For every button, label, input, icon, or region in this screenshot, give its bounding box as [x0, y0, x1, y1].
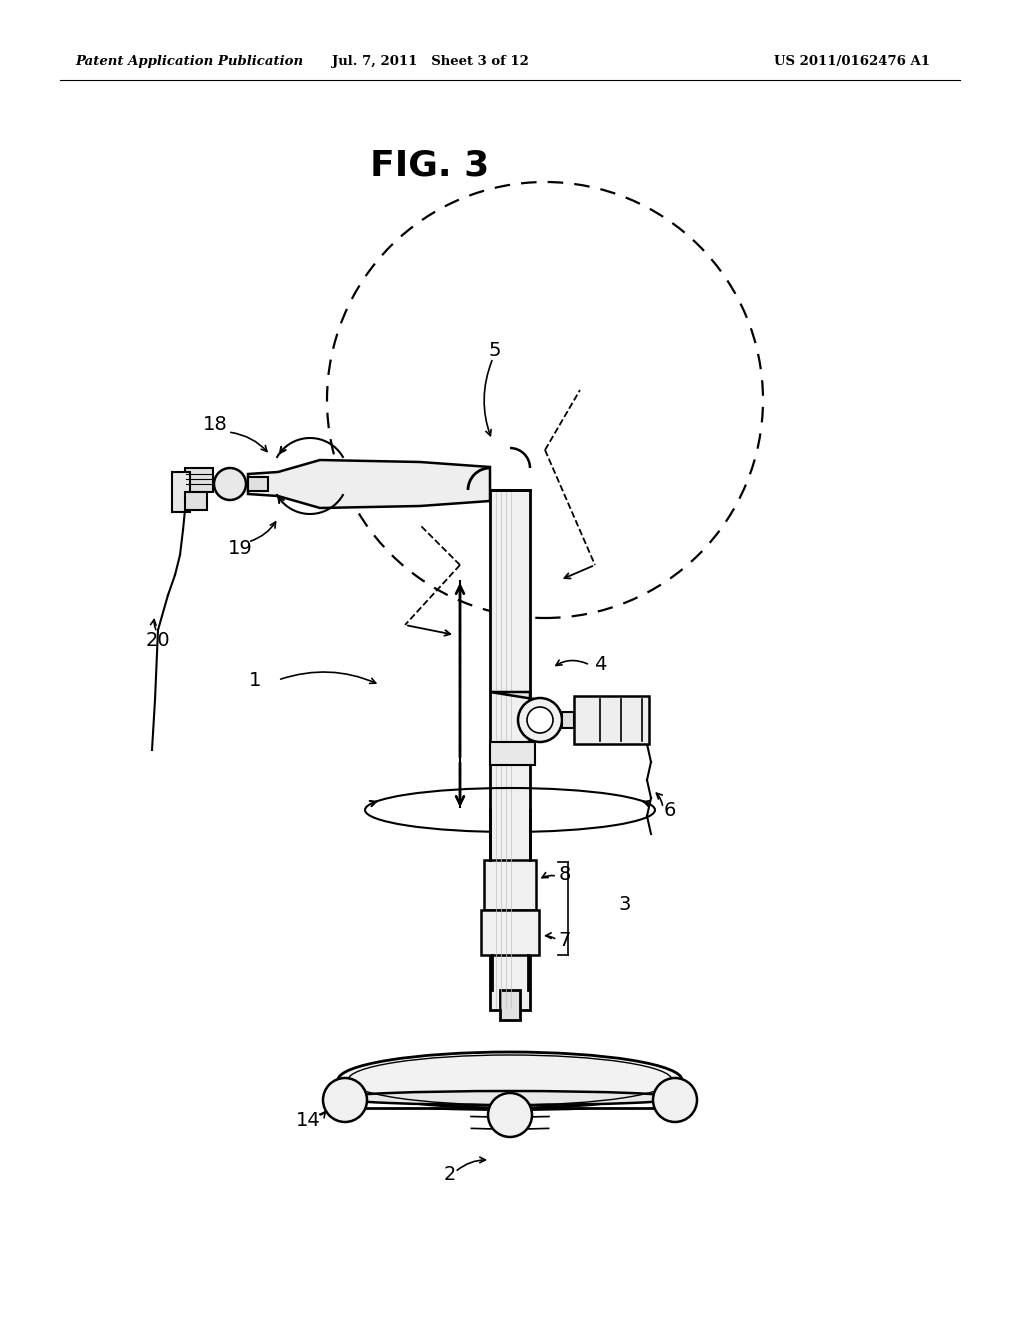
Circle shape	[527, 708, 553, 733]
Text: 20: 20	[145, 631, 170, 649]
Ellipse shape	[338, 1092, 682, 1105]
Text: US 2011/0162476 A1: US 2011/0162476 A1	[774, 55, 930, 69]
Text: 1: 1	[249, 671, 261, 689]
Polygon shape	[490, 742, 535, 766]
Polygon shape	[481, 909, 539, 954]
Text: 8: 8	[559, 866, 571, 884]
Bar	[185, 492, 207, 510]
Text: 5: 5	[488, 341, 502, 359]
Text: Jul. 7, 2011   Sheet 3 of 12: Jul. 7, 2011 Sheet 3 of 12	[332, 55, 528, 69]
Circle shape	[214, 469, 246, 500]
Text: 19: 19	[227, 539, 252, 557]
Bar	[500, 990, 520, 1020]
Polygon shape	[248, 459, 490, 508]
Polygon shape	[490, 490, 530, 1010]
Text: 2: 2	[443, 1166, 456, 1184]
Text: 7: 7	[559, 931, 571, 949]
Bar	[562, 711, 574, 729]
Text: 4: 4	[594, 656, 606, 675]
Text: FIG. 3: FIG. 3	[371, 148, 489, 182]
Text: Patent Application Publication: Patent Application Publication	[75, 55, 303, 69]
Text: 14: 14	[296, 1110, 321, 1130]
Circle shape	[323, 1078, 367, 1122]
Text: 6: 6	[664, 800, 676, 820]
Text: 18: 18	[203, 416, 227, 434]
Bar	[172, 473, 190, 512]
Ellipse shape	[338, 1052, 682, 1107]
Bar	[574, 696, 649, 744]
Circle shape	[653, 1078, 697, 1122]
Polygon shape	[484, 861, 536, 909]
Polygon shape	[490, 692, 548, 748]
Text: 3: 3	[618, 895, 631, 915]
Circle shape	[518, 698, 562, 742]
Bar	[248, 477, 268, 491]
Bar	[185, 469, 213, 492]
Circle shape	[488, 1093, 532, 1137]
